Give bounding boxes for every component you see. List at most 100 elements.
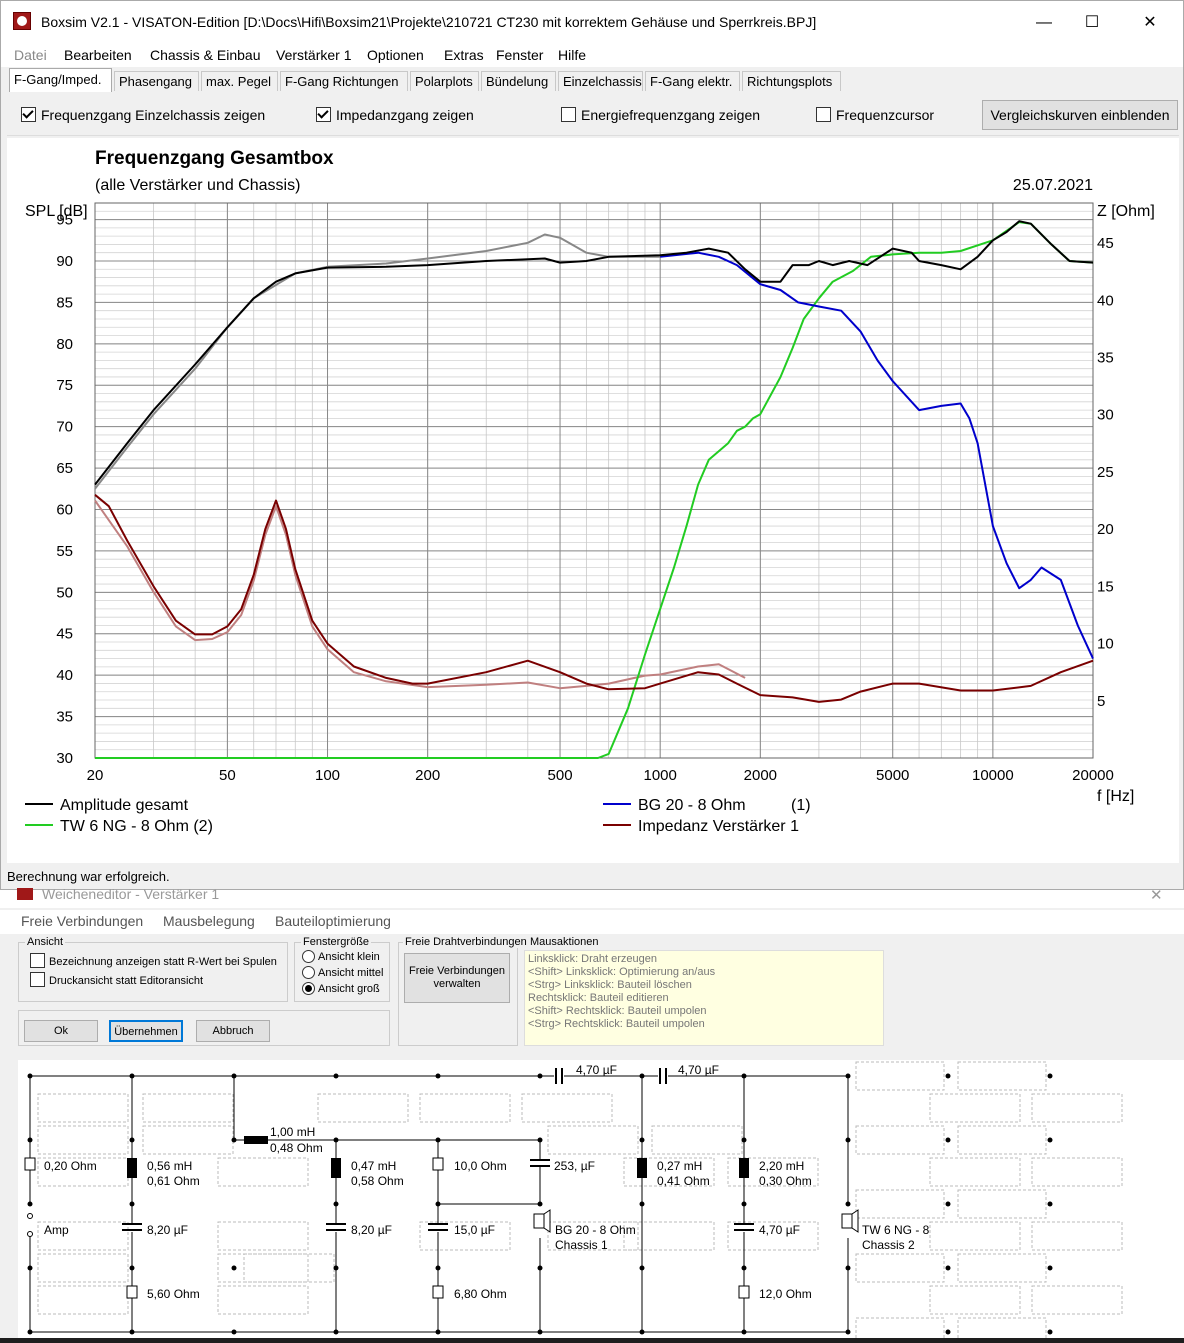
checkbox-box[interactable] <box>21 107 36 122</box>
inductor-1-icon[interactable] <box>127 1158 137 1178</box>
resistor-input-icon[interactable] <box>24 1157 36 1171</box>
y-axis-label-left: SPL [dB] <box>25 203 88 220</box>
label-r680: 6,80 Ohm <box>454 1287 507 1301</box>
checkbox-bezeichnung[interactable]: Bezeichnung anzeigen statt R-Wert bei Sp… <box>30 953 277 968</box>
menu-mausbelegung[interactable]: Mausbelegung <box>163 913 255 929</box>
radio-button[interactable] <box>302 950 315 963</box>
radio-ansicht-mittel[interactable]: Ansicht mittel <box>302 966 383 979</box>
menu-bearbeiten[interactable]: Bearbeiten <box>64 47 132 63</box>
x-tick-label: 1000 <box>644 767 677 784</box>
checkbox-einzelchassis[interactable]: Frequenzgang Einzelchassis zeigen <box>21 107 265 123</box>
capacitor-253-icon[interactable] <box>530 1159 550 1167</box>
menu-chassis-einbau[interactable]: Chassis & Einbau <box>150 47 261 63</box>
tab-richtungsplots[interactable]: Richtungsplots <box>742 71 841 91</box>
capacitor-820a-icon[interactable] <box>122 1223 142 1231</box>
menu-extras[interactable]: Extras <box>444 47 484 63</box>
apply-button[interactable]: Übernehmen <box>109 1020 183 1042</box>
menu-hilfe[interactable]: Hilfe <box>558 47 587 63</box>
y-tick-label-left: 80 <box>56 336 73 353</box>
legend-label: TW 6 NG - 8 Ohm (2) <box>60 818 213 835</box>
resistor-10-icon[interactable] <box>432 1157 444 1171</box>
label-chassis1b: Chassis 1 <box>555 1238 608 1252</box>
checkbox-energiefrequenzgang[interactable]: Energiefrequenzgang zeigen <box>561 107 760 123</box>
menu-datei[interactable]: Datei <box>14 47 47 63</box>
checkbox-impedanzgang[interactable]: Impedanzgang zeigen <box>316 107 474 123</box>
x-tick-label: 100 <box>315 767 340 784</box>
speaker-chassis-1-icon[interactable] <box>533 1209 551 1233</box>
capacitor-820b-icon[interactable] <box>326 1223 346 1231</box>
y-tick-label-left: 35 <box>56 709 73 726</box>
checkbox-druckansicht[interactable]: Druckansicht statt Editoransicht <box>30 972 203 987</box>
tab-fgang-richtungen[interactable]: F-Gang Richtungen <box>280 71 408 91</box>
y-tick-label-left: 55 <box>56 543 73 560</box>
capacitor-470-icon[interactable] <box>734 1223 754 1231</box>
title-bar: Boxsim V2.1 - VISATON-Edition [D:\Docs\H… <box>1 1 1183 45</box>
checkbox-box[interactable] <box>30 953 45 968</box>
label-c-top1: 4,70 µF <box>576 1063 617 1077</box>
label-c-top2: 4,70 µF <box>678 1063 719 1077</box>
x-tick-label: 10000 <box>972 767 1014 784</box>
tab-fgang-imped[interactable]: F-Gang/Imped. <box>9 68 112 92</box>
radio-ansicht-klein[interactable]: Ansicht klein <box>302 950 380 963</box>
editor-menu-bar: Freie Verbindungen Mausbelegung Bauteilo… <box>0 910 1184 934</box>
hint-line: Rechtsklick: Bauteil editieren <box>528 992 669 1004</box>
amp-terminal-icon[interactable] <box>27 1213 33 1237</box>
radio-label: Ansicht mittel <box>318 967 384 979</box>
checkbox-box[interactable] <box>816 107 831 122</box>
resistor-12-icon[interactable] <box>738 1285 750 1299</box>
radio-button[interactable] <box>302 982 315 995</box>
capacitor-top-1-icon[interactable] <box>555 1068 563 1084</box>
tab-einzelchassis[interactable]: Einzelchassis <box>558 71 643 91</box>
x-axis-label: f [Hz] <box>1097 788 1134 805</box>
vergleichskurven-button[interactable]: Vergleichskurven einblenden <box>982 100 1178 130</box>
label-r-in: 0,20 Ohm <box>44 1159 97 1173</box>
component-labels: 4,70 µF 4,70 µF 1,00 mH 0,48 Ohm 0,20 Oh… <box>44 1063 930 1301</box>
chart-svg: 30 35 40 45 50 55 60 65 70 75 80 85 90 95 20 50 100 200 50… <box>25 148 1155 835</box>
boxsim-app-icon <box>17 888 33 900</box>
ok-button[interactable]: Ok <box>24 1020 98 1042</box>
resistor-560-icon[interactable] <box>126 1285 138 1299</box>
menu-fenster[interactable]: Fenster <box>496 47 544 63</box>
main-window: Boxsim V2.1 - VISATON-Edition [D:\Docs\H… <box>0 0 1184 890</box>
capacitor-top-2-icon[interactable] <box>659 1068 667 1084</box>
checkbox-frequenzcursor[interactable]: Frequenzcursor <box>816 107 934 123</box>
radio-button[interactable] <box>302 966 315 979</box>
placeholder-slots[interactable] <box>37 1061 1123 1341</box>
tab-buendelung[interactable]: Bündelung <box>481 71 556 91</box>
inductor-4-icon[interactable] <box>739 1158 749 1178</box>
inductor-series-icon[interactable] <box>244 1136 268 1144</box>
tab-phasengang[interactable]: Phasengang <box>114 71 199 91</box>
radio-ansicht-gross[interactable]: Ansicht groß <box>302 982 380 995</box>
menu-bauteiloptimierung[interactable]: Bauteiloptimierung <box>275 913 391 929</box>
legend-label: BG 20 - 8 Ohm <box>638 797 746 814</box>
close-button[interactable]: ✕ <box>1143 14 1157 31</box>
menu-freie-verbindungen[interactable]: Freie Verbindungen <box>21 913 144 929</box>
checkbox-box[interactable] <box>561 107 576 122</box>
minimize-button[interactable]: — <box>1036 14 1052 31</box>
editor-close-button[interactable]: ✕ <box>1150 887 1163 904</box>
label-c820b: 8,20 µF <box>351 1223 392 1237</box>
checkbox-box[interactable] <box>316 107 331 122</box>
mausaktionen-panel: Linksklick: Draht erzeugen <Shift> Links… <box>524 950 884 1046</box>
components[interactable] <box>24 1068 859 1299</box>
tab-polarplots[interactable]: Polarplots <box>410 71 479 91</box>
label-chassis2a: TW 6 NG - 8 <box>862 1223 930 1237</box>
y-tick-label-left: 90 <box>56 253 73 270</box>
crossover-schematic[interactable]: 4,70 µF 4,70 µF 1,00 mH 0,48 Ohm 0,20 Oh… <box>18 1060 1184 1341</box>
inductor-2-icon[interactable] <box>331 1158 341 1178</box>
menu-optionen[interactable]: Optionen <box>367 47 424 63</box>
tab-strip: F-Gang/Imped. Phasengang max. Pegel F-Ga… <box>1 68 1183 92</box>
inductor-3-icon[interactable] <box>637 1158 647 1178</box>
cancel-button[interactable]: Abbruch <box>196 1020 270 1042</box>
schematic-svg[interactable]: 4,70 µF 4,70 µF 1,00 mH 0,48 Ohm 0,20 Oh… <box>18 1060 1184 1341</box>
checkbox-box[interactable] <box>30 972 45 987</box>
hint-line: <Strg> Rechtsklick: Bauteil umpolen <box>528 1018 705 1030</box>
speaker-chassis-2-icon[interactable] <box>841 1209 859 1233</box>
tab-max-pegel[interactable]: max. Pegel <box>201 71 278 91</box>
menu-verstaerker[interactable]: Verstärker 1 <box>276 47 352 63</box>
capacitor-15-icon[interactable] <box>428 1223 448 1231</box>
resistor-680-icon[interactable] <box>432 1285 444 1299</box>
tab-fgang-elektr[interactable]: F-Gang elektr. <box>645 71 740 91</box>
freie-verbindungen-button[interactable]: Freie Verbindungen verwalten <box>404 953 510 1003</box>
maximize-button[interactable]: ☐ <box>1084 14 1100 31</box>
